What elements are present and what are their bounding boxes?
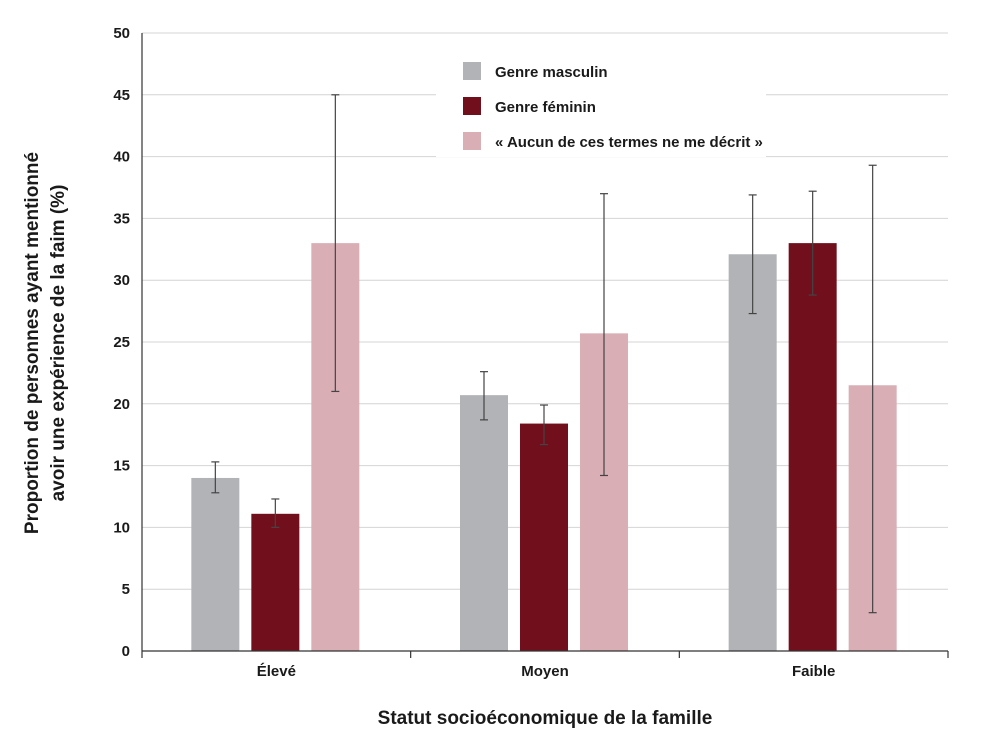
bar (191, 477, 240, 651)
tick-labels: 0 5 10 15 20 25 30 35 40 45 50 Élevé Moyen Faible (113, 25, 835, 680)
x-tick-label: Faible (792, 663, 835, 680)
x-axis-title: Statut socioéconomique de la famille (378, 708, 713, 729)
y-axis-title-line2: avoir une expérience de la faim (%) (48, 185, 69, 502)
y-tick-label: 25 (113, 334, 130, 351)
y-tick-label: 50 (113, 25, 130, 42)
legend-label: Genre masculin (495, 64, 608, 81)
y-tick-label: 40 (113, 149, 130, 166)
y-axis-title-line1: Proportion de personnes ayant mentionné (22, 152, 43, 534)
y-tick-label: 15 (113, 458, 130, 475)
x-tick-label: Élevé (257, 663, 296, 680)
legend-label: « Aucun de ces termes ne me décrit » (495, 134, 763, 151)
legend-swatch (463, 132, 481, 150)
bars (191, 243, 897, 651)
y-tick-label: 0 (122, 643, 130, 660)
y-tick-label: 10 (113, 519, 130, 536)
bar (460, 395, 508, 651)
legend-swatch (463, 97, 481, 115)
legend: Genre masculin Genre féminin « Aucun de ce… (436, 52, 766, 157)
x-tick-label: Moyen (521, 663, 569, 680)
error-bars (211, 94, 877, 614)
y-tick-label: 30 (113, 272, 130, 289)
bar (520, 423, 568, 651)
legend-background (436, 52, 766, 157)
axes (141, 33, 949, 658)
bar (251, 513, 300, 651)
y-tick-label: 45 (113, 87, 130, 104)
bar (788, 243, 837, 651)
legend-swatch (463, 62, 481, 80)
y-tick-label: 5 (122, 581, 130, 598)
legend-label: Genre féminin (495, 99, 596, 116)
y-tick-label: 20 (113, 396, 130, 413)
y-tick-label: 35 (113, 210, 130, 227)
bar (728, 254, 777, 651)
